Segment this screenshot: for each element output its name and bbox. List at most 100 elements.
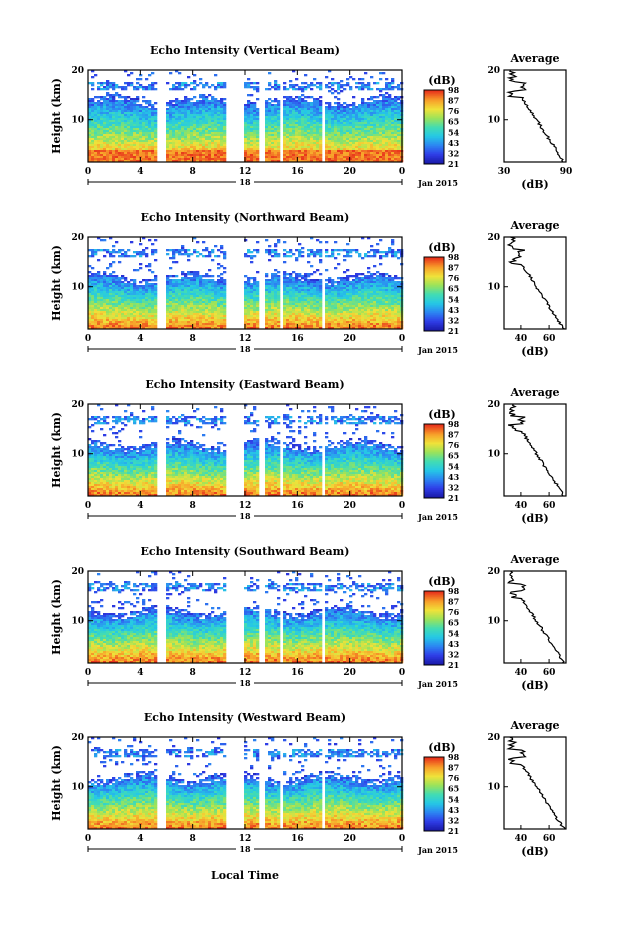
avg-y-tick-label: 20 — [487, 733, 500, 743]
x-tick-label: 16 — [291, 334, 304, 344]
date-label: Jan 2015 — [417, 679, 458, 689]
day-label: 18 — [239, 678, 251, 688]
x-tick-label: 12 — [239, 501, 252, 511]
panel-title: Echo Intensity (Vertical Beam) — [150, 44, 340, 57]
heatmap-cells — [88, 404, 404, 497]
colorbar-tick-label: 21 — [448, 159, 459, 169]
x-tick-label: 8 — [190, 834, 196, 844]
x-tick-label: 12 — [239, 167, 252, 177]
colorbar-tick-label: 21 — [448, 826, 459, 836]
x-tick-label: 12 — [239, 834, 252, 844]
average-frame — [503, 69, 567, 163]
y-axis-label: Height (km) — [50, 745, 63, 821]
average-panel: Average 40 60 10 20 (dB) — [487, 719, 567, 858]
x-tick-label: 0 — [85, 668, 91, 678]
panel-title: Echo Intensity (Westward Beam) — [144, 711, 346, 724]
day-label: 18 — [239, 511, 251, 521]
colorbar-tick-label: 54 — [448, 628, 460, 638]
average-xlabel: (dB) — [521, 512, 548, 525]
colorbar-tick-label: 65 — [448, 284, 459, 294]
avg-y-tick-label: 10 — [487, 283, 500, 293]
average-profile-line — [506, 736, 566, 830]
colorbar-tick-label: 87 — [448, 763, 459, 773]
x-tick-label: 0 — [399, 668, 405, 678]
average-frame — [503, 403, 567, 497]
y-tick-label: 20 — [71, 567, 84, 577]
average-panel: Average 40 60 10 20 (dB) — [487, 219, 567, 358]
colorbar-frame — [423, 89, 445, 165]
x-tick-label: 16 — [291, 167, 304, 177]
x-tick-label: 20 — [343, 668, 356, 678]
avg-x-tick-label: 40 — [515, 501, 528, 511]
y-axis-label: Height (km) — [50, 245, 63, 321]
date-label: Jan 2015 — [417, 345, 458, 355]
avg-x-tick-label: 60 — [543, 334, 556, 344]
average-title: Average — [509, 386, 559, 399]
panel-title: Echo Intensity (Eastward Beam) — [145, 378, 344, 391]
colorbar-tick-label: 32 — [448, 815, 459, 825]
colorbar-tick-label: 87 — [448, 430, 459, 440]
colorbar-tick-label: 54 — [448, 127, 460, 137]
colorbar-tick-label: 98 — [448, 252, 460, 262]
average-title: Average — [509, 553, 559, 566]
colorbar-tick-label: 32 — [448, 649, 459, 659]
x-tick-label: 4 — [137, 668, 143, 678]
avg-x-tick-label: 30 — [498, 167, 511, 177]
average-frame — [503, 570, 567, 664]
colorbar-tick-label: 65 — [448, 117, 459, 127]
x-tick-label: 16 — [291, 834, 304, 844]
colorbar-tick-label: 54 — [448, 794, 460, 804]
average-title: Average — [509, 719, 559, 732]
average-xlabel: (dB) — [521, 845, 548, 858]
colorbar-frame — [423, 256, 445, 332]
heatmap-cells — [88, 237, 404, 330]
colorbar-tick-label: 98 — [448, 85, 460, 95]
y-tick-label: 20 — [71, 66, 84, 76]
echo-panel-4: Echo Intensity (Westward Beam) 0 4 8 12 16 20 0… — [50, 711, 567, 858]
avg-y-tick-label: 20 — [487, 66, 500, 76]
heatmap-cells — [88, 70, 404, 163]
y-tick-label: 20 — [71, 400, 84, 410]
colorbar-tick-label: 98 — [448, 419, 460, 429]
day-label: 18 — [239, 177, 251, 187]
x-tick-label: 20 — [343, 167, 356, 177]
colorbar-unit: (dB) — [428, 575, 455, 588]
colorbar-tick-label: 76 — [448, 440, 460, 450]
average-panel: Average 30 90 10 20 (dB) — [487, 52, 572, 191]
x-tick-label: 4 — [137, 334, 143, 344]
average-profile-line — [505, 69, 564, 163]
avg-y-tick-label: 20 — [487, 233, 500, 243]
y-tick-label: 20 — [71, 733, 84, 743]
avg-y-tick-label: 20 — [487, 400, 500, 410]
average-title: Average — [509, 52, 559, 65]
colorbar-tick-label: 54 — [448, 461, 460, 471]
colorbar-unit: (dB) — [428, 74, 455, 87]
y-tick-label: 10 — [71, 283, 84, 293]
colorbar-tick-label: 76 — [448, 773, 460, 783]
x-tick-label: 16 — [291, 668, 304, 678]
colorbar-tick-label: 87 — [448, 96, 459, 106]
colorbar-unit: (dB) — [428, 408, 455, 421]
colorbar-tick-label: 32 — [448, 482, 459, 492]
x-tick-label: 0 — [85, 501, 91, 511]
avg-x-tick-label: 60 — [543, 501, 556, 511]
y-tick-label: 10 — [71, 617, 84, 627]
x-tick-label: 20 — [343, 501, 356, 511]
colorbar-tick-label: 43 — [448, 639, 460, 649]
average-xlabel: (dB) — [521, 679, 548, 692]
x-tick-label: 8 — [190, 167, 196, 177]
colorbar-tick-label: 43 — [448, 805, 460, 815]
date-label: Jan 2015 — [417, 512, 458, 522]
x-tick-label: 0 — [399, 834, 405, 844]
x-tick-label: 8 — [190, 334, 196, 344]
colorbar-tick-label: 76 — [448, 607, 460, 617]
y-axis-label: Height (km) — [50, 579, 63, 655]
day-label: 18 — [239, 344, 251, 354]
colorbar-frame — [423, 756, 445, 832]
y-tick-label: 20 — [71, 233, 84, 243]
avg-x-tick-label: 40 — [515, 334, 528, 344]
